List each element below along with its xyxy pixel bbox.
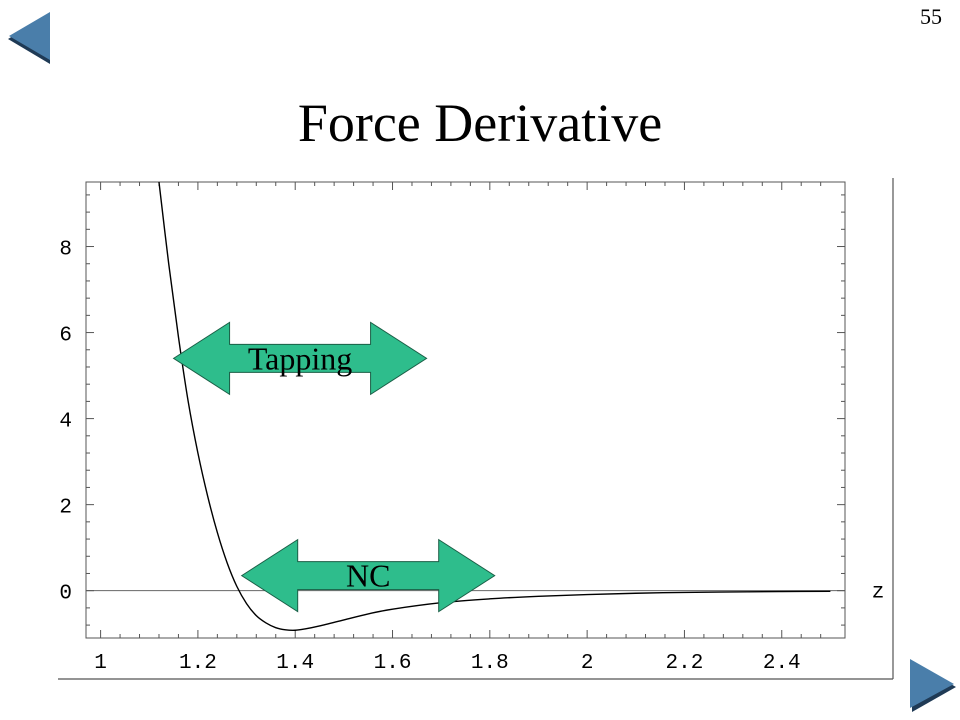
right-arrow-icon: [905, 655, 960, 713]
series-layer: [158, 181, 831, 632]
tapping-label: Tapping: [248, 340, 352, 376]
tick-labels: 1 1.2 1.4 1.6 1.8 2 2.2 2.4 0 2 4 6 8 z: [59, 239, 884, 675]
force-derivative-line: [158, 181, 831, 632]
next-slide-button[interactable]: [904, 654, 960, 714]
x-tick-label: 1.2: [179, 652, 217, 675]
x-tick-label: 2.2: [666, 652, 704, 675]
x-tick-label: 1: [94, 652, 107, 675]
x-tick-label: 2.4: [763, 652, 801, 675]
y-tick-label: 8: [59, 239, 72, 262]
annotations: Tapping NC: [172, 321, 496, 613]
x-tick-label: 1.8: [471, 652, 509, 675]
y-tick-label: 4: [59, 411, 72, 434]
plot-frame: [58, 178, 894, 680]
plot-border: [85, 181, 846, 639]
tapping-arrow-icon: [172, 321, 428, 396]
y-tick-label: 2: [59, 497, 72, 520]
x-axis-label: z: [872, 582, 885, 605]
nc-label: NC: [346, 558, 390, 594]
previous-slide-button[interactable]: [4, 8, 64, 68]
y-tick-label: 0: [59, 583, 72, 606]
slide-number: 55: [920, 4, 942, 29]
x-tick-label: 2: [581, 652, 594, 675]
x-tick-label: 1.6: [374, 652, 412, 675]
left-arrow-icon: [5, 9, 63, 67]
nc-arrow-icon: [240, 538, 496, 613]
x-tick-label: 1.4: [276, 652, 314, 675]
slide-title: Force Derivative: [297, 93, 663, 153]
y-tick-label: 6: [59, 325, 72, 348]
axis-ticks: [86, 182, 845, 638]
